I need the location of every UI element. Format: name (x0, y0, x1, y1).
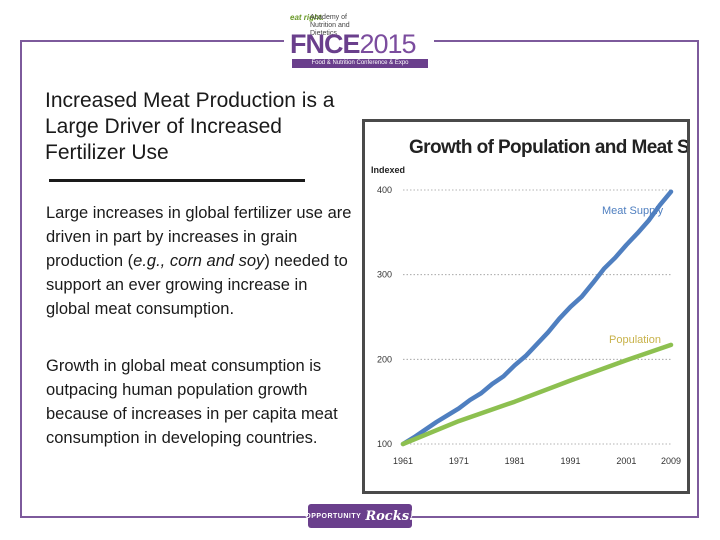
logo-title-text: FNCE (290, 29, 360, 59)
x-tick-2009: 2009 (661, 456, 681, 466)
opportunity-word: OPPORTUNITY (305, 512, 362, 520)
chart-title: Growth of Population and Meat Supply (409, 137, 687, 158)
slide-heading: Increased Meat Production is a Large Dri… (45, 89, 335, 164)
heading-underline (49, 179, 305, 182)
paragraph-1-text-a: Large increases in global fertilizer use… (46, 204, 352, 270)
paragraph-1-italic: e.g., corn and soy (133, 252, 265, 270)
y-axis-label: Indexed (371, 165, 405, 175)
series-population-line (400, 342, 674, 447)
y-tick-300: 300 (377, 270, 392, 280)
x-tick-1991: 1991 (560, 456, 580, 466)
eat-right-mark: eat right. (290, 13, 324, 22)
y-tick-200: 200 (377, 354, 392, 364)
paragraph-meat-growth: Growth in global meat consumption is out… (46, 357, 338, 447)
academy-name: Academy of Nutrition and Dietetics (310, 14, 350, 37)
paragraph-1-text-b: ) needed to support an ever growing incr… (46, 252, 348, 318)
logo-title: FNCE2015 (290, 29, 417, 59)
rocks-script: Rocks! (365, 508, 415, 524)
x-tick-1981: 1981 (505, 456, 525, 466)
x-tick-1971: 1971 (449, 456, 469, 466)
logo-year: 2015 (359, 29, 417, 59)
y-tick-100: 100 (377, 439, 392, 449)
chart-container: Growth of Population and Meat Supply Inde… (362, 119, 690, 494)
x-tick-2001: 2001 (616, 456, 636, 466)
y-tick-400: 400 (377, 185, 392, 195)
fnce-logo: eat right. Academy of Nutrition and Diet… (284, 12, 434, 68)
line-chart: Growth of Population and Meat Supply Inde… (371, 137, 687, 466)
series-label-population: Population (609, 334, 661, 346)
x-tick-1961: 1961 (393, 456, 413, 466)
logo-subtitle: Food & Nutrition Conference & Expo (292, 59, 428, 68)
opportunity-badge: OPPORTUNITY Rocks! (305, 504, 415, 528)
series-meat-supply-line (400, 189, 674, 447)
paragraph-fertilizer: Large increases in global fertilizer use… (46, 201, 352, 321)
series-label-meat-supply: Meat Supply (602, 205, 664, 217)
